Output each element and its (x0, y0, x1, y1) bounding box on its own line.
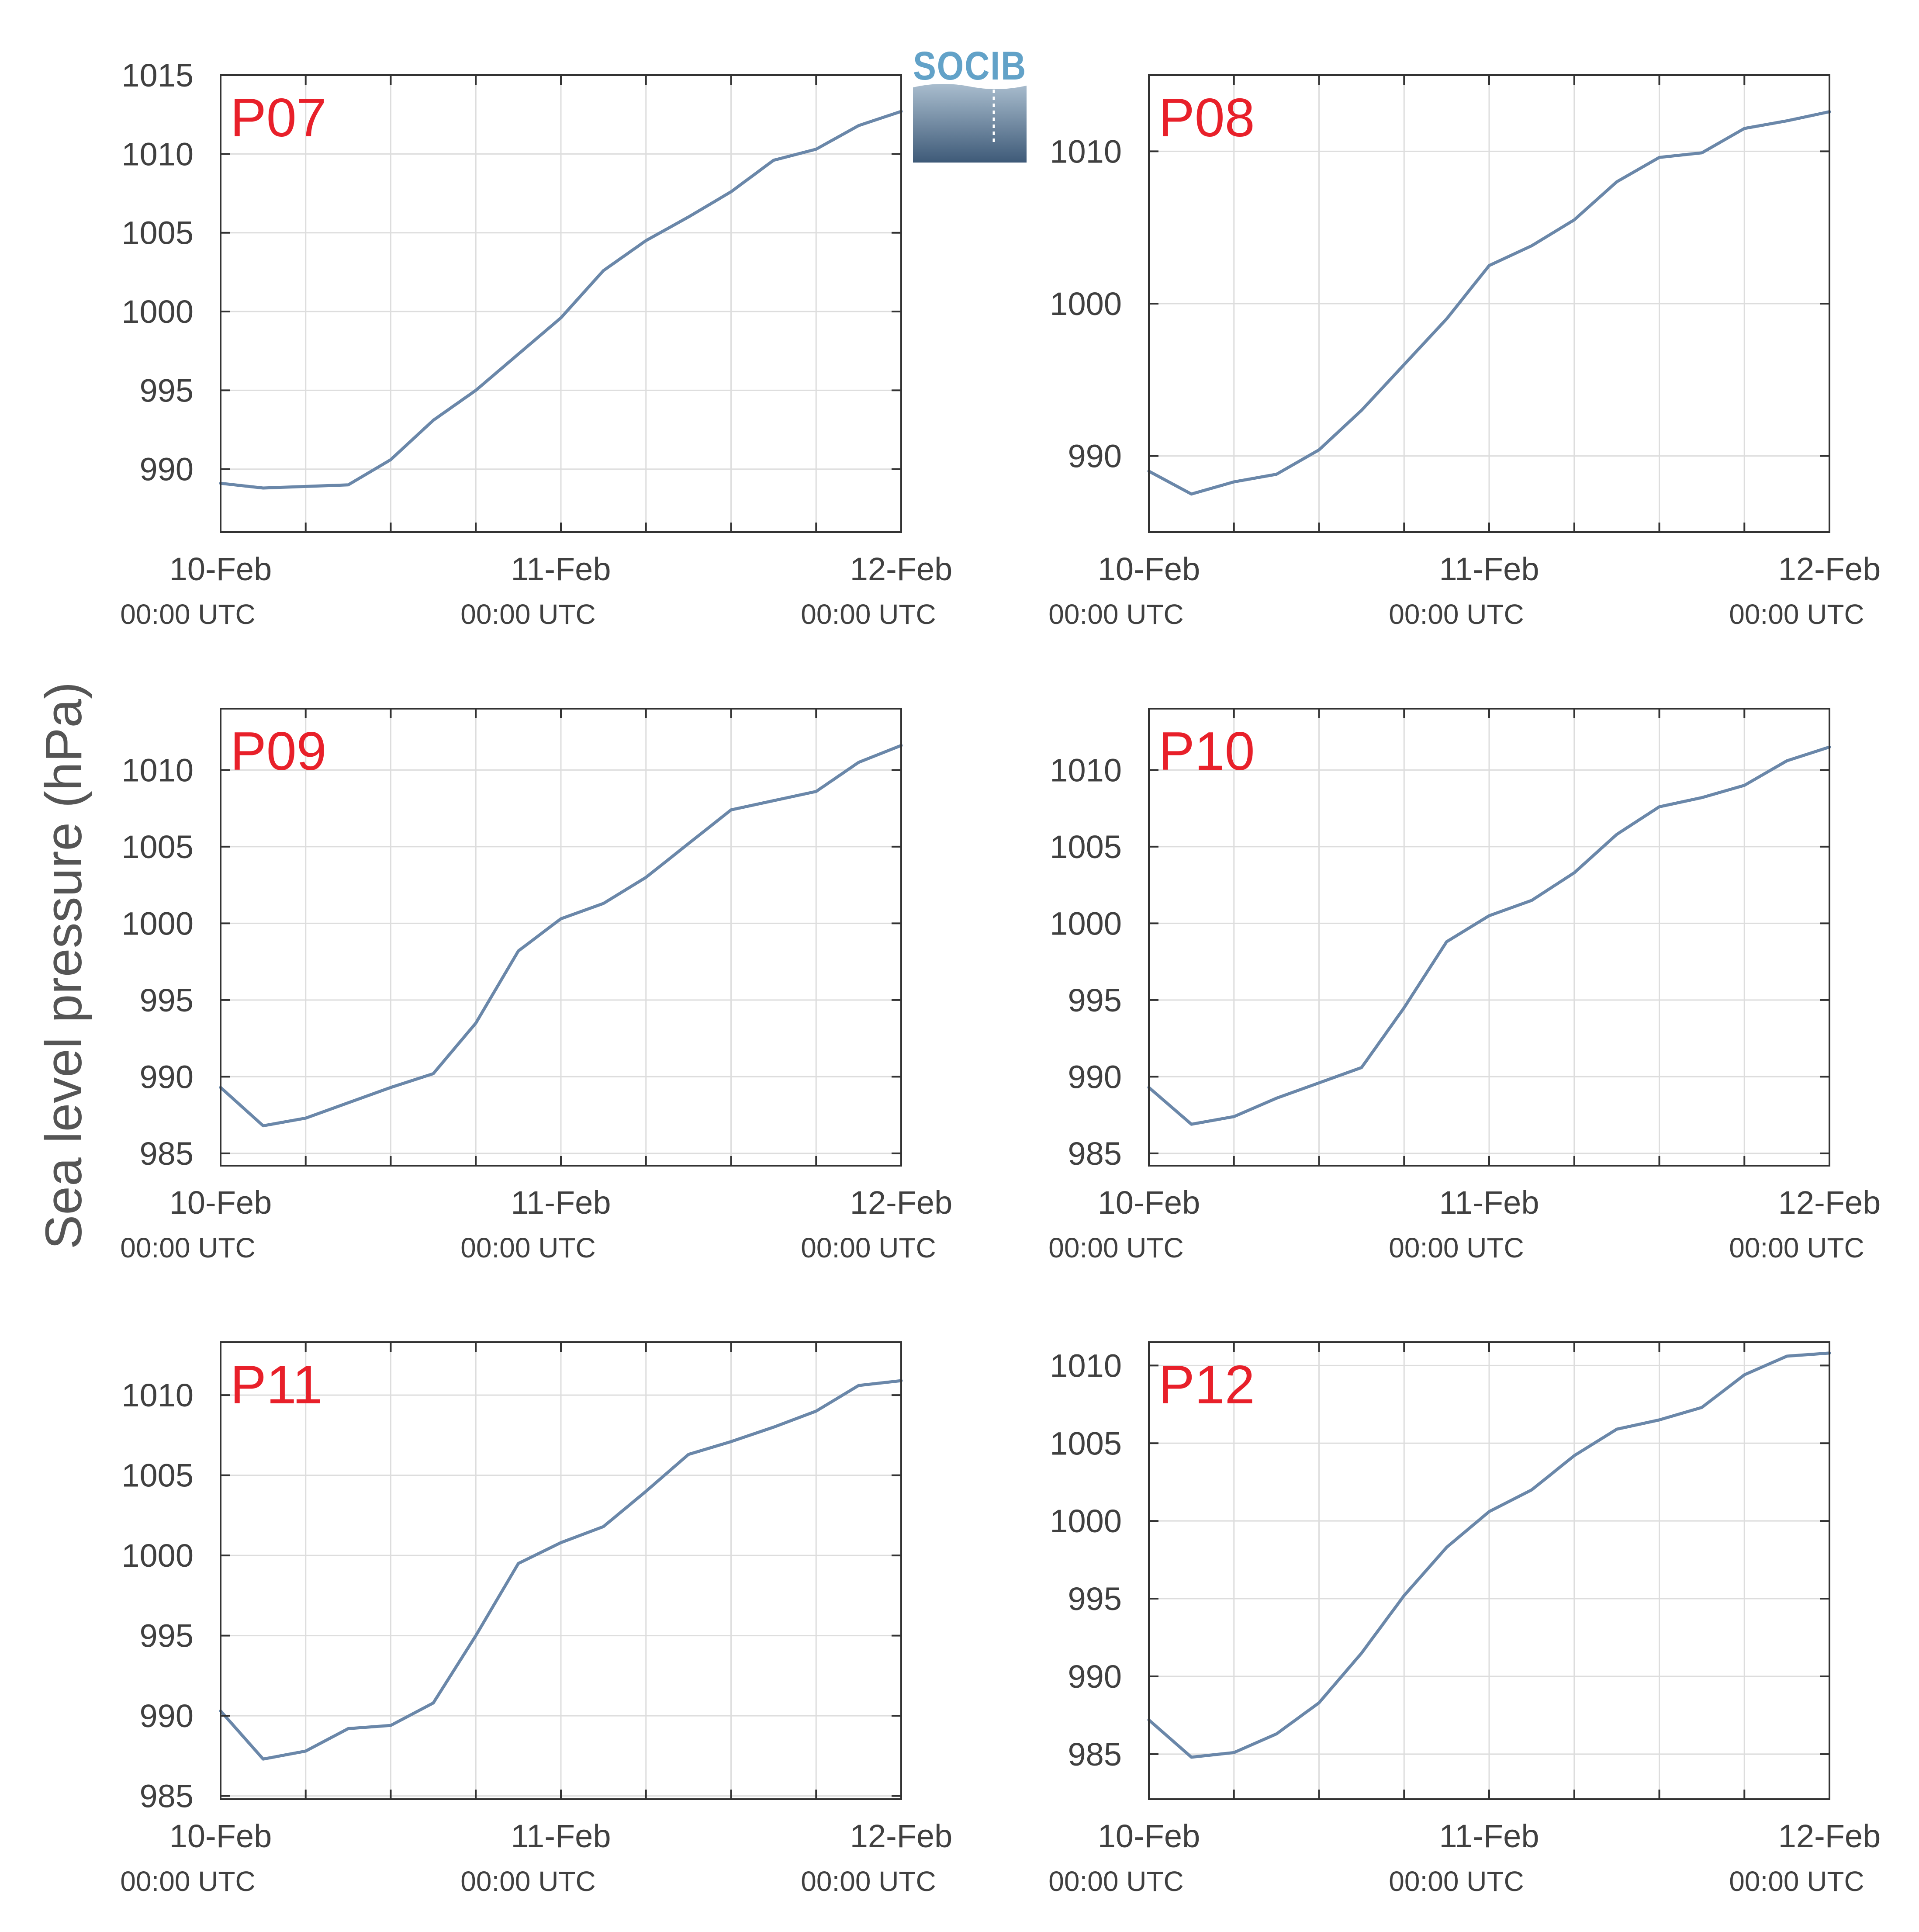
panel-label: P09 (230, 721, 327, 782)
x-tick-label-date: 11-Feb (1439, 1184, 1539, 1221)
y-tick-label: 1005 (121, 829, 194, 865)
x-tick-label-date: 12-Feb (1778, 551, 1881, 587)
x-tick-label-time: 00:00 UTC (460, 1866, 595, 1897)
panel-label: P11 (230, 1355, 322, 1415)
y-tick-label: 985 (1068, 1736, 1122, 1773)
x-tick-label-time: 00:00 UTC (1048, 599, 1183, 630)
x-tick-label-time: 00:00 UTC (460, 1232, 595, 1264)
panels: 990 995 1000 1005 1010 1015 10-Feb 00:00 UTC 11-… (120, 57, 1881, 1897)
panel-p12: 985 990 995 1000 1005 1010 10-Feb 00:00 UTC 11-F… (1048, 1341, 1881, 1897)
y-tick-label: 990 (1068, 1658, 1122, 1695)
y-tick-label: 1005 (121, 215, 194, 251)
x-tick-label-date: 10-Feb (1098, 1818, 1200, 1854)
y-tick-label: 995 (140, 1618, 194, 1654)
x-tick-label-date: 11-Feb (511, 551, 611, 587)
panel-label: P10 (1158, 721, 1255, 782)
y-tick-label: 990 (140, 1059, 194, 1095)
x-tick-label-time: 00:00 UTC (1389, 599, 1524, 630)
x-tick-label-date: 12-Feb (1778, 1818, 1881, 1854)
panel-p11: 985 990 995 1000 1005 1010 10-Feb 00:00 UTC 11-F… (120, 1341, 952, 1897)
y-tick-label: 1010 (121, 136, 194, 172)
x-tick-label-time: 00:00 UTC (1048, 1232, 1183, 1264)
y-tick-label: 990 (1068, 1059, 1122, 1095)
series-line-p10 (1147, 745, 1831, 1126)
x-tick-label-time: 00:00 UTC (460, 599, 595, 630)
logo-wave-icon (913, 83, 1027, 163)
y-tick-label: 1010 (121, 1377, 194, 1413)
x-tick-label-date: 11-Feb (511, 1818, 611, 1854)
y-tick-label: 995 (140, 982, 194, 1018)
x-tick-label-time: 00:00 UTC (801, 599, 936, 630)
y-tick-label: 1015 (121, 57, 194, 93)
socib-logo: SOCIB (913, 44, 1027, 163)
x-tick-label-date: 12-Feb (850, 1818, 952, 1854)
y-tick-label: 1000 (1050, 286, 1122, 322)
y-tick-label: 995 (140, 372, 194, 409)
series-line-p09 (219, 744, 903, 1128)
y-tick-label: 1000 (1050, 905, 1122, 942)
y-tick-label: 1010 (1050, 752, 1122, 788)
x-tick-label-date: 12-Feb (850, 1184, 952, 1221)
panel-p07: 990 995 1000 1005 1010 1015 10-Feb 00:00 UTC 11-… (120, 57, 952, 630)
y-tick-label: 1000 (121, 294, 194, 330)
series-line-p08 (1147, 110, 1831, 496)
y-tick-label: 1010 (121, 752, 194, 788)
y-tick-label: 985 (140, 1778, 194, 1814)
y-tick-label: 1000 (121, 1537, 194, 1574)
x-tick-label-date: 11-Feb (1439, 1818, 1539, 1854)
x-tick-label-time: 00:00 UTC (1729, 1232, 1864, 1264)
x-tick-label-date: 10-Feb (1098, 1184, 1200, 1221)
x-tick-label-time: 00:00 UTC (1048, 1866, 1183, 1897)
y-tick-label: 1005 (121, 1458, 194, 1494)
series-line-p07 (219, 110, 903, 490)
y-tick-label: 990 (1068, 438, 1122, 474)
panel-label: P12 (1158, 1355, 1255, 1415)
x-tick-label-date: 12-Feb (850, 551, 952, 587)
x-tick-label-date: 11-Feb (1439, 551, 1539, 587)
series-line-p12 (1147, 1351, 1831, 1759)
x-tick-label-time: 00:00 UTC (120, 1232, 255, 1264)
y-tick-label: 995 (1068, 1581, 1122, 1617)
x-tick-label-time: 00:00 UTC (1389, 1866, 1524, 1897)
x-tick-label-time: 00:00 UTC (120, 1866, 255, 1897)
logo-text: SOCIB (913, 44, 1027, 88)
x-tick-label-date: 10-Feb (169, 551, 272, 587)
x-tick-label-time: 00:00 UTC (801, 1866, 936, 1897)
x-tick-label-date: 10-Feb (169, 1184, 272, 1221)
y-tick-label: 1005 (1050, 1425, 1122, 1461)
y-tick-label: 985 (1068, 1136, 1122, 1172)
panel-p09: 985 990 995 1000 1005 1010 10-Feb 00:00 UTC 11-F… (120, 708, 952, 1264)
x-tick-label-date: 10-Feb (1098, 551, 1200, 587)
x-tick-label-time: 00:00 UTC (120, 599, 255, 630)
y-tick-label: 1010 (1050, 133, 1122, 170)
y-tick-label: 1000 (1050, 1503, 1122, 1539)
x-tick-label-time: 00:00 UTC (1729, 599, 1864, 630)
y-tick-label: 995 (1068, 982, 1122, 1018)
x-tick-label-date: 11-Feb (511, 1184, 611, 1221)
x-tick-label-time: 00:00 UTC (1389, 1232, 1524, 1264)
y-axis-label: Sea level pressure (hPa) (35, 682, 93, 1250)
y-tick-label: 985 (140, 1136, 194, 1172)
series-line-p11 (219, 1379, 903, 1761)
y-tick-label: 990 (140, 451, 194, 488)
y-tick-label: 1005 (1050, 829, 1122, 865)
panel-label: P07 (230, 88, 327, 148)
y-tick-label: 1000 (121, 905, 194, 942)
y-tick-label: 990 (140, 1698, 194, 1734)
x-tick-label-time: 00:00 UTC (801, 1232, 936, 1264)
panel-p08: 990 1000 1010 10-Feb 00:00 UTC 11-Feb 00:00 UT… (1048, 74, 1881, 630)
x-tick-label-time: 00:00 UTC (1729, 1866, 1864, 1897)
panel-p10: 985 990 995 1000 1005 1010 10-Feb 00:00 UTC 11-F… (1048, 708, 1881, 1264)
y-tick-label: 1010 (1050, 1347, 1122, 1384)
x-tick-label-date: 12-Feb (1778, 1184, 1881, 1221)
x-tick-label-date: 10-Feb (169, 1818, 272, 1854)
panel-label: P08 (1158, 88, 1255, 148)
